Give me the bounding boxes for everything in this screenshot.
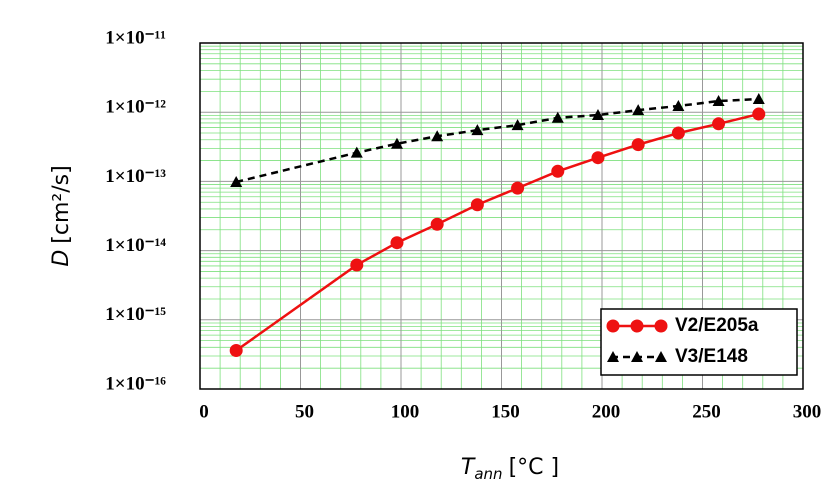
data-point: [591, 151, 605, 165]
legend-marker: [655, 351, 667, 362]
data-point: [430, 217, 444, 231]
data-point: [712, 117, 726, 131]
data-point: [752, 107, 766, 121]
series-line: [235, 112, 760, 352]
data-point: [230, 176, 243, 188]
data-point: [431, 130, 444, 142]
x-tick-label: 250: [692, 401, 721, 422]
data-point: [471, 124, 484, 136]
legend-marker: [630, 319, 644, 333]
y-tick-label: 1×10⁻¹³: [105, 166, 166, 187]
data-point: [712, 95, 725, 107]
data-point: [350, 146, 363, 158]
x-tick-label: 100: [391, 401, 420, 422]
plot-frame: [199, 42, 804, 390]
x-tick-label: 200: [592, 401, 621, 422]
data-point: [671, 126, 685, 140]
y-tick-label: 1×10⁻¹¹: [105, 27, 166, 48]
y-tick-label: 1×10⁻¹⁴: [105, 235, 166, 256]
y-tick-label: 1×10⁻¹²: [105, 97, 166, 118]
legend-marker: [606, 319, 620, 333]
data-point: [591, 109, 604, 121]
data-point: [752, 93, 765, 105]
legend-marker: [607, 351, 619, 362]
legend-marker: [631, 351, 643, 362]
data-point: [672, 99, 685, 111]
data-point: [470, 198, 484, 212]
x-axis-label: Tann [°C ]: [461, 455, 559, 483]
x-tick-label: 0: [199, 401, 209, 422]
data-point: [229, 344, 243, 358]
data-point: [632, 104, 645, 116]
x-tick-label: 50: [295, 401, 314, 422]
y-tick-label: 1×10⁻¹⁵: [105, 304, 166, 325]
legend: V2/E205a V3/E148: [600, 308, 798, 376]
legend-label: V2/E205a: [675, 315, 759, 336]
data-point: [631, 138, 645, 152]
y-tick-label: 1×10⁻¹⁶: [105, 373, 166, 394]
legend-box: [600, 308, 798, 376]
data-point: [390, 137, 403, 149]
data-point: [551, 111, 564, 123]
y-axis-label: D[cm²/s]: [49, 165, 74, 266]
legend-label: V3/E148: [675, 346, 748, 367]
data-point: [511, 181, 525, 195]
data-point: [350, 258, 364, 272]
data-point: [511, 119, 524, 131]
legend-marker: [654, 319, 668, 333]
data-point: [390, 236, 404, 250]
x-tick-label: 300: [793, 401, 822, 422]
data-point: [551, 164, 565, 178]
series-line: [235, 97, 759, 184]
x-tick-label: 150: [491, 401, 520, 422]
